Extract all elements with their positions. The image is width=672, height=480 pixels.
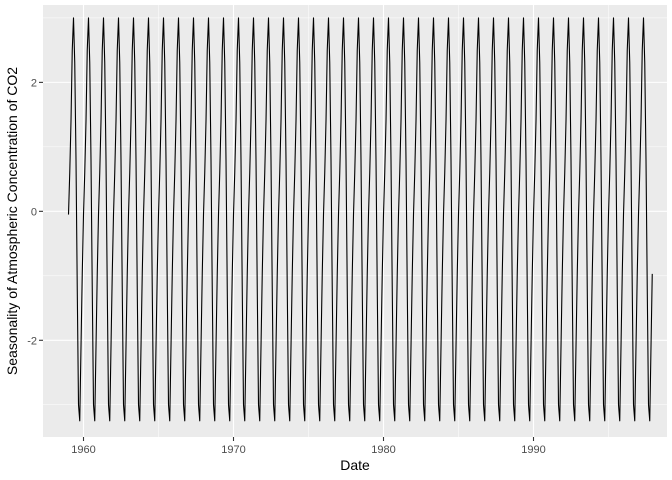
- x-tick-label: 1990: [521, 444, 545, 456]
- y-tick-label: -2: [27, 335, 37, 347]
- x-axis-title: Date: [340, 457, 370, 473]
- x-tick-label: 1960: [71, 444, 95, 456]
- series-line: [67, 17, 653, 422]
- y-tick-label: 0: [31, 206, 37, 218]
- x-axis: 1960 1970 1980 1990: [71, 437, 546, 456]
- x-tick-label: 1970: [221, 444, 245, 456]
- y-tick-label: 2: [31, 77, 37, 89]
- y-axis: -2 0 2: [27, 77, 43, 347]
- y-axis-title: Seasonality of Atmospheric Concentration…: [4, 67, 20, 375]
- x-tick-label: 1980: [371, 444, 395, 456]
